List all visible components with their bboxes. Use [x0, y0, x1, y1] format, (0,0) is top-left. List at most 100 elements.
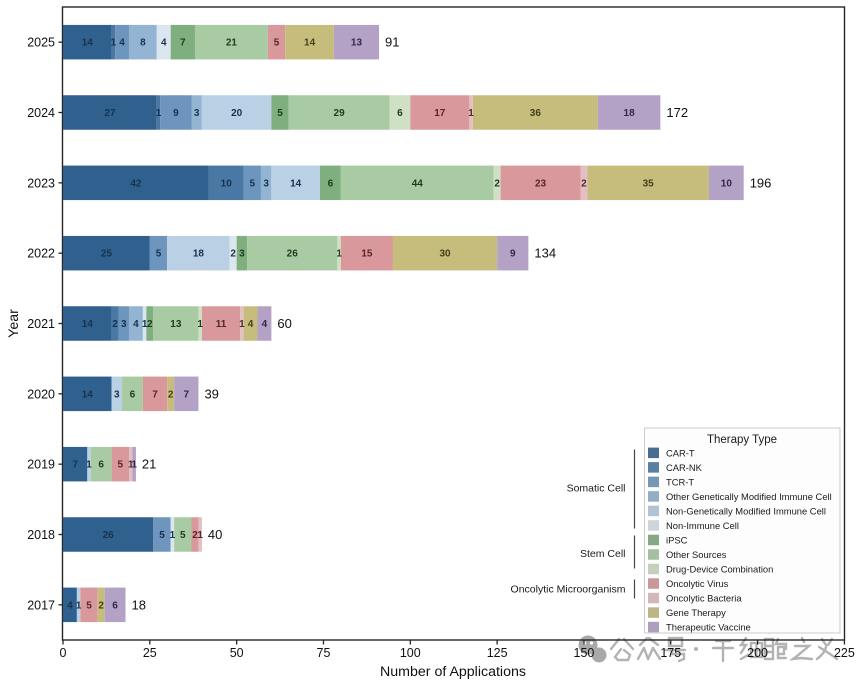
- svg-text:2018: 2018: [27, 528, 55, 542]
- svg-text:Gene Therapy: Gene Therapy: [666, 607, 726, 618]
- svg-text:4: 4: [248, 319, 254, 330]
- svg-text:175: 175: [660, 646, 681, 660]
- svg-text:15: 15: [361, 249, 373, 260]
- svg-text:7: 7: [72, 460, 78, 471]
- svg-text:3: 3: [239, 249, 245, 260]
- svg-text:1: 1: [197, 319, 203, 330]
- svg-text:14: 14: [304, 38, 316, 49]
- svg-text:1: 1: [197, 530, 203, 541]
- svg-text:6: 6: [328, 178, 334, 189]
- svg-text:CAR-NK: CAR-NK: [666, 462, 703, 473]
- svg-text:iPSC: iPSC: [666, 535, 688, 546]
- svg-text:2025: 2025: [27, 36, 55, 50]
- svg-text:150: 150: [574, 646, 595, 660]
- svg-text:196: 196: [750, 175, 772, 190]
- svg-text:Non-Immune Cell: Non-Immune Cell: [666, 520, 739, 531]
- svg-text:Somatic Cell: Somatic Cell: [567, 483, 626, 495]
- svg-text:2: 2: [581, 178, 587, 189]
- svg-text:35: 35: [643, 178, 655, 189]
- svg-text:Oncolytic Bacteria: Oncolytic Bacteria: [666, 593, 742, 604]
- svg-text:1: 1: [156, 108, 162, 119]
- svg-text:1: 1: [131, 460, 137, 471]
- svg-text:2: 2: [168, 389, 174, 400]
- svg-text:2023: 2023: [27, 176, 55, 190]
- svg-text:14: 14: [82, 38, 94, 49]
- svg-text:13: 13: [170, 319, 182, 330]
- svg-text:Year: Year: [6, 309, 22, 338]
- svg-text:125: 125: [487, 646, 508, 660]
- svg-text:TCR-T: TCR-T: [666, 476, 694, 487]
- svg-text:13: 13: [351, 38, 363, 49]
- svg-text:5: 5: [277, 108, 283, 119]
- svg-text:39: 39: [204, 386, 218, 401]
- svg-text:Oncolytic Virus: Oncolytic Virus: [666, 578, 729, 589]
- svg-text:10: 10: [221, 178, 233, 189]
- svg-text:4: 4: [119, 38, 125, 49]
- svg-text:40: 40: [208, 527, 222, 542]
- svg-text:1: 1: [239, 319, 245, 330]
- svg-text:Therapy Type: Therapy Type: [707, 434, 777, 446]
- svg-text:2: 2: [98, 600, 104, 611]
- svg-text:5: 5: [249, 178, 255, 189]
- svg-text:5: 5: [118, 460, 124, 471]
- svg-text:1: 1: [111, 38, 117, 49]
- svg-text:5: 5: [274, 38, 280, 49]
- svg-text:134: 134: [534, 246, 556, 261]
- svg-text:26: 26: [287, 249, 299, 260]
- svg-text:1: 1: [142, 319, 148, 330]
- svg-text:2: 2: [192, 530, 198, 541]
- svg-text:2024: 2024: [27, 106, 55, 120]
- svg-text:25: 25: [143, 646, 157, 660]
- svg-text:14: 14: [290, 178, 302, 189]
- svg-text:1: 1: [468, 108, 474, 119]
- svg-text:5: 5: [86, 600, 92, 611]
- svg-text:0: 0: [60, 646, 67, 660]
- svg-text:60: 60: [277, 316, 291, 331]
- svg-text:9: 9: [173, 108, 179, 119]
- svg-text:23: 23: [535, 178, 547, 189]
- svg-text:Other Sources: Other Sources: [666, 549, 727, 560]
- svg-text:2: 2: [112, 319, 118, 330]
- svg-text:5: 5: [156, 249, 162, 260]
- svg-text:CAR-T: CAR-T: [666, 447, 695, 458]
- svg-text:2021: 2021: [27, 317, 55, 331]
- svg-text:4: 4: [67, 600, 73, 611]
- svg-text:75: 75: [317, 646, 331, 660]
- svg-text:2: 2: [147, 319, 153, 330]
- svg-text:Non-Genetically Modified Immun: Non-Genetically Modified Immune Cell: [666, 505, 826, 516]
- svg-text:2017: 2017: [27, 598, 55, 612]
- svg-text:2019: 2019: [27, 458, 55, 472]
- svg-text:18: 18: [624, 108, 636, 119]
- svg-text:6: 6: [98, 460, 104, 471]
- svg-text:21: 21: [142, 457, 156, 472]
- svg-text:172: 172: [666, 105, 688, 120]
- svg-text:42: 42: [130, 178, 142, 189]
- svg-text:Other Genetically Modified Imm: Other Genetically Modified Immune Cell: [666, 491, 832, 502]
- svg-text:100: 100: [400, 646, 421, 660]
- svg-text:26: 26: [103, 530, 115, 541]
- svg-text:1: 1: [86, 460, 92, 471]
- svg-text:3: 3: [121, 319, 127, 330]
- svg-text:225: 225: [834, 646, 855, 660]
- svg-text:30: 30: [439, 249, 451, 260]
- svg-text:200: 200: [747, 646, 768, 660]
- svg-text:14: 14: [82, 319, 94, 330]
- svg-text:3: 3: [114, 389, 120, 400]
- svg-text:2020: 2020: [27, 387, 55, 401]
- svg-text:1: 1: [170, 530, 176, 541]
- svg-text:14: 14: [82, 389, 94, 400]
- svg-text:29: 29: [334, 108, 346, 119]
- svg-text:2: 2: [494, 178, 500, 189]
- svg-text:21: 21: [226, 38, 238, 49]
- svg-text:Oncolytic Microorganism: Oncolytic Microorganism: [511, 584, 626, 596]
- svg-text:20: 20: [231, 108, 243, 119]
- svg-text:6: 6: [130, 389, 136, 400]
- svg-text:Stem Cell: Stem Cell: [580, 548, 626, 560]
- svg-text:50: 50: [230, 646, 244, 660]
- svg-text:4: 4: [262, 319, 268, 330]
- svg-text:5: 5: [180, 530, 186, 541]
- svg-text:4: 4: [161, 38, 167, 49]
- svg-text:Drug-Device Combination: Drug-Device Combination: [666, 564, 773, 575]
- svg-text:7: 7: [152, 389, 158, 400]
- svg-text:4: 4: [133, 319, 139, 330]
